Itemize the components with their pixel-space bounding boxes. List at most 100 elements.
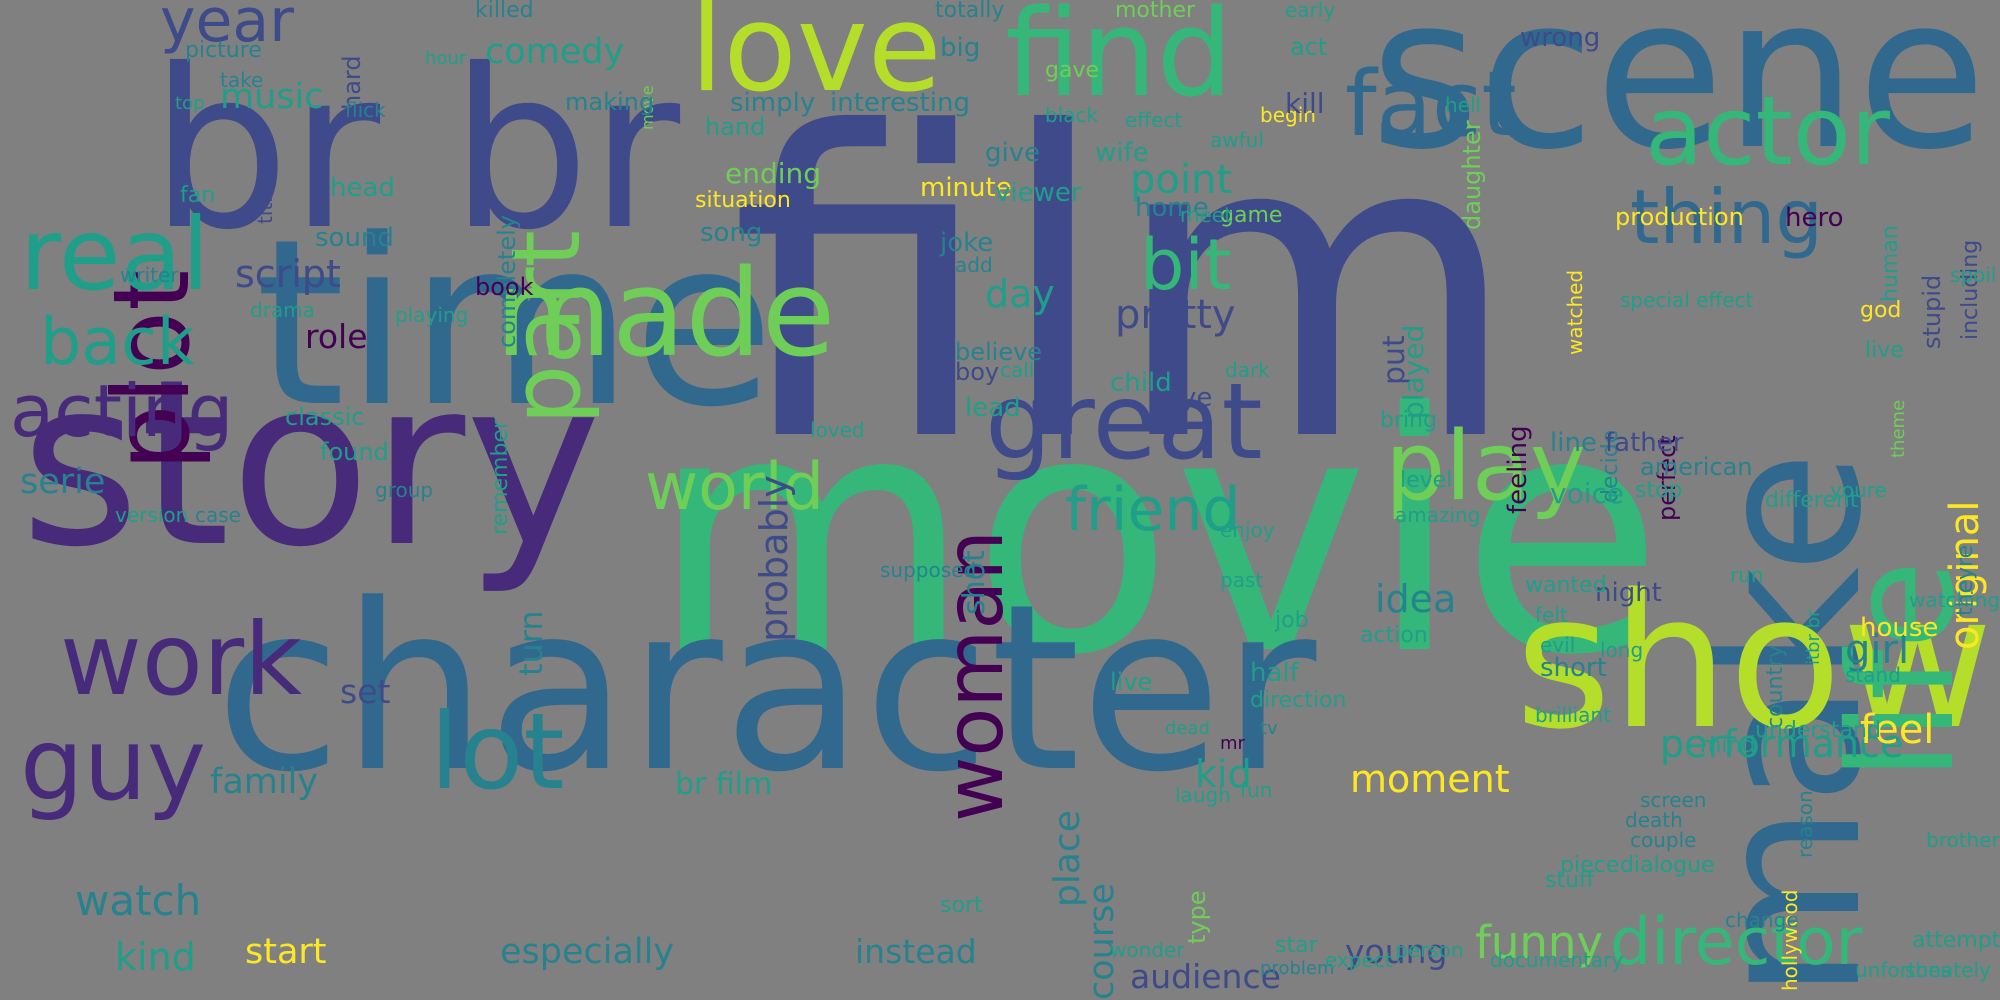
word-serie: serie <box>20 462 106 502</box>
word-big: big <box>940 33 981 63</box>
word-action: action <box>1360 623 1428 648</box>
word-stupid: stupid <box>1918 274 1946 349</box>
word-audience: audience <box>1130 957 1281 996</box>
word-book: book <box>475 273 534 301</box>
word-watching: watching <box>1909 588 2000 612</box>
word-movie: movie <box>650 343 1664 727</box>
word-hollywood: hollywood <box>1778 889 1802 991</box>
word-black: black <box>1045 103 1099 127</box>
word-find: find <box>1005 0 1233 124</box>
word-set: set <box>340 672 391 711</box>
word-live: live <box>1865 338 1904 363</box>
word-run: run <box>1730 563 1764 587</box>
word-br-br: br br <box>150 22 681 278</box>
word-production: production <box>1615 203 1744 231</box>
word-hero: hero <box>1785 203 1844 233</box>
word-song: song <box>700 218 763 248</box>
word-world: world <box>645 450 824 525</box>
word-half: half <box>1250 658 1299 688</box>
word-laugh: laugh <box>1175 783 1231 807</box>
word-hand: hand <box>705 113 766 141</box>
word-feeling: feeling <box>1503 425 1533 514</box>
word-hour: hour <box>425 48 467 69</box>
word-understand: understand <box>1755 718 1881 743</box>
word-theyre: theyre <box>1953 544 1978 616</box>
word-supposed: supposed <box>880 558 977 582</box>
word-wanted: wanted <box>1525 573 1607 598</box>
word-kind: kind <box>115 935 196 979</box>
word-music: music <box>220 77 324 117</box>
word-screen: screen <box>1640 788 1707 812</box>
word-friend: friend <box>1065 475 1241 545</box>
word-role: role <box>305 317 368 356</box>
word-case: case <box>195 503 241 527</box>
word-special-effect: special effect <box>1620 288 1754 312</box>
word-act: act <box>1290 33 1328 61</box>
word-group: group <box>375 478 434 502</box>
word-girl: girl <box>1845 627 1910 673</box>
word-flick: flick <box>345 98 386 122</box>
word-turn: turn <box>512 610 550 676</box>
word-amazing: amazing <box>1395 503 1481 527</box>
word-boy: boy <box>955 358 1000 386</box>
word-guy: guy <box>20 706 207 823</box>
word-kid: kid <box>1195 752 1252 796</box>
word-shes: shes <box>1905 958 1951 982</box>
word-bit: bit <box>1140 224 1232 306</box>
word-watched: watched <box>1563 269 1587 355</box>
word-brother: brother <box>1926 828 2000 852</box>
word-spoil: spoil <box>1950 263 1997 287</box>
word-expect: expect <box>1325 948 1393 972</box>
word-evil: evil <box>1540 633 1576 657</box>
word-take: take <box>220 68 264 92</box>
word-acting: acting <box>10 369 234 453</box>
word-writer: writer <box>120 263 179 287</box>
word-love: love <box>690 0 942 119</box>
word-kill: kill <box>1285 87 1325 120</box>
word-early: early <box>1285 0 1336 22</box>
word-change: change <box>1725 908 1799 932</box>
word-dialogue: dialogue <box>1620 853 1715 878</box>
word-star: star <box>1275 933 1318 958</box>
word-play: play <box>1385 412 1587 522</box>
word-itbr-br: itbr br <box>1803 609 1824 665</box>
word-couple: couple <box>1630 828 1697 852</box>
word-wrong: wrong <box>1520 23 1601 53</box>
word-totally: totally <box>935 0 1005 23</box>
word-remember: remember <box>488 419 513 535</box>
word-hell: hell <box>1445 93 1482 117</box>
word-probably: probably <box>752 475 796 642</box>
word-awful: awful <box>1210 128 1264 152</box>
word-effect: effect <box>1125 108 1183 132</box>
word-country: country <box>1763 644 1788 729</box>
word-child: child <box>1110 368 1172 398</box>
word-mind: mind <box>1700 733 1756 758</box>
word-found: found <box>320 438 389 466</box>
word-tv: tv <box>1260 718 1278 739</box>
word-especially: especially <box>500 932 675 972</box>
word-mr: mr <box>1220 733 1245 754</box>
word-loved: loved <box>810 418 865 442</box>
word-wonder: wonder <box>1110 938 1185 962</box>
word-day: day <box>985 272 1055 316</box>
word-title: title <box>253 184 277 224</box>
word-bring: bring <box>1380 408 1438 433</box>
word-daughter: daughter <box>1458 120 1486 230</box>
word-fan: fan <box>180 183 216 208</box>
word-stuff: stuff <box>1545 868 1595 893</box>
word-death: death <box>1625 808 1683 832</box>
word-performance: performance <box>1660 722 1904 766</box>
word-funny: funny <box>1475 916 1604 969</box>
word-night: night <box>1595 578 1662 608</box>
word-ending: ending <box>725 157 822 190</box>
word-call: call <box>1000 358 1035 382</box>
word-idea: idea <box>1375 577 1457 621</box>
word-felt: felt <box>1535 603 1568 627</box>
word-character: character <box>215 556 1317 823</box>
word-br-film: br film <box>675 767 773 802</box>
word-watch: watch <box>75 876 202 925</box>
word-believe: believe <box>955 338 1043 366</box>
word-game: game <box>1220 203 1283 228</box>
word-theme: theme <box>1888 399 1909 458</box>
word-past: past <box>1220 568 1264 592</box>
